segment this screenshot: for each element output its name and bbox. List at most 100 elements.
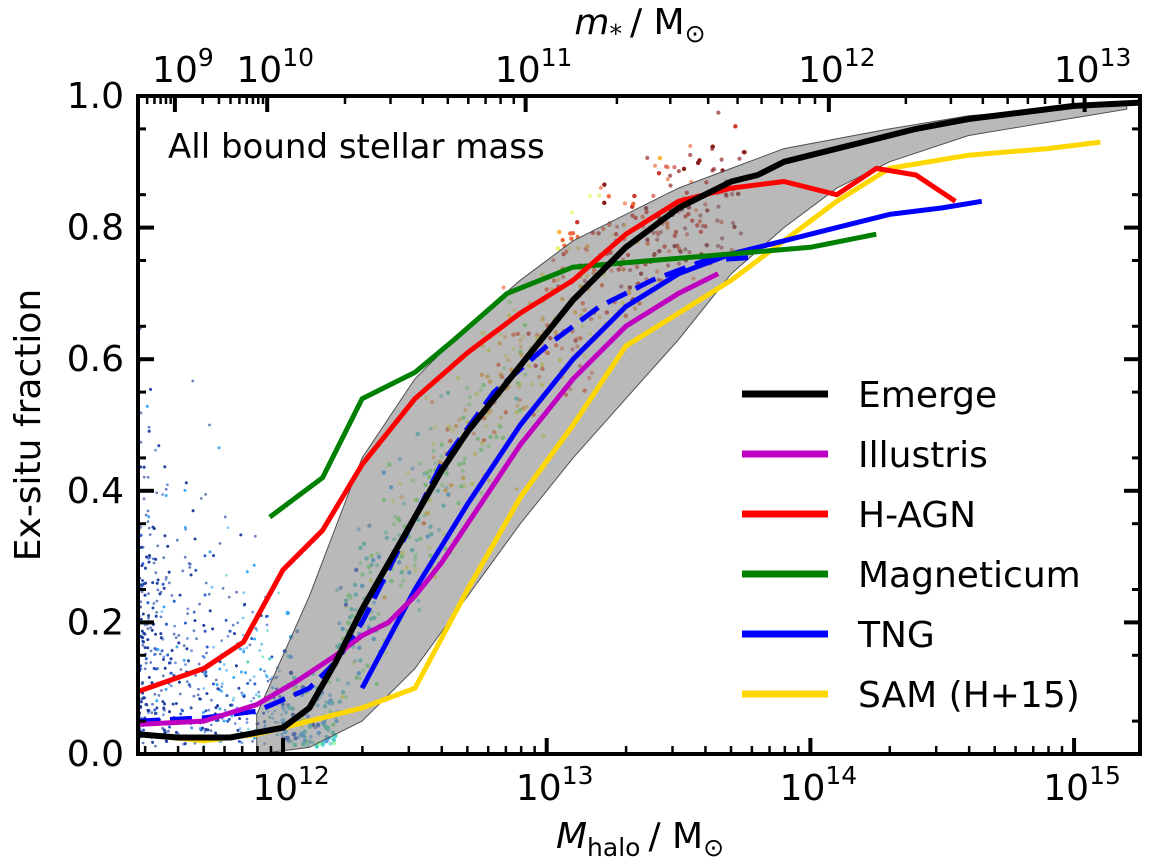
scatter-point: [245, 570, 249, 574]
scatter-point: [144, 566, 147, 570]
x-tick-label-exp: 13: [562, 761, 594, 790]
scatter-point: [154, 557, 158, 561]
scatter-point: [146, 627, 150, 631]
scatter-point: [252, 696, 256, 700]
scatter-point: [228, 629, 232, 633]
scatter-point: [263, 669, 266, 673]
scatter-point: [141, 741, 145, 745]
scatter-point: [253, 534, 257, 538]
scatter-point: [153, 708, 157, 712]
scatter-point: [155, 699, 159, 703]
scatter-point: [164, 688, 168, 691]
scatter-point: [169, 657, 173, 661]
scatter-point: [203, 730, 207, 734]
scatter-point: [331, 737, 336, 743]
scatter-point: [140, 590, 144, 594]
scatter-point: [221, 587, 225, 590]
scatter-point: [242, 650, 246, 654]
y-tick-label: 0.2: [67, 602, 124, 643]
scatter-point: [737, 156, 742, 161]
scatter-point: [227, 595, 231, 599]
scatter-point: [672, 165, 677, 170]
scatter-point: [146, 475, 150, 479]
scatter-point: [173, 624, 177, 628]
scatter-point: [266, 629, 269, 632]
scatter-point: [162, 655, 166, 659]
scatter-point: [622, 201, 628, 206]
top-tick-label: 1010: [236, 43, 314, 91]
scatter-point: [257, 695, 261, 698]
top-axis-label-unit: / M: [630, 2, 685, 43]
scatter-point: [139, 533, 143, 537]
scatter-point: [141, 636, 145, 640]
scatter-point: [142, 728, 145, 732]
scatter-point: [208, 609, 212, 613]
scatter-point: [245, 717, 249, 721]
scatter-point: [158, 652, 162, 656]
scatter-point: [184, 663, 187, 666]
scatter-point: [232, 696, 236, 700]
scatter-point: [161, 674, 165, 678]
scatter-point: [187, 683, 191, 687]
scatter-point: [238, 717, 242, 720]
scatter-point: [733, 124, 738, 129]
scatter-point: [154, 571, 158, 575]
scatter-point: [177, 634, 181, 637]
scatter-point: [555, 246, 561, 251]
scatter-point: [140, 682, 144, 686]
plot-frame: [136, 94, 1142, 756]
scatter-point: [142, 696, 146, 699]
scatter-point: [169, 684, 173, 688]
scatter-point: [209, 723, 213, 727]
scatter-point: [162, 713, 165, 717]
scatter-point: [220, 639, 224, 643]
scatter-point: [265, 623, 269, 627]
scatter-point: [183, 555, 187, 559]
scatter-point: [314, 744, 319, 749]
scatter-point: [149, 388, 153, 391]
scatter-point: [164, 494, 168, 497]
scatter-point: [631, 201, 636, 206]
scatter-point: [223, 515, 227, 519]
scatter-point: [645, 155, 650, 160]
scatter-point: [156, 544, 160, 548]
scatter-point: [163, 465, 167, 469]
scatter-point: [606, 194, 611, 199]
scatter-point: [152, 602, 156, 605]
scatter-point: [238, 727, 242, 730]
top-tick-label: 1011: [495, 43, 573, 91]
scatter-point: [158, 592, 162, 596]
scatter-point: [210, 585, 214, 589]
scatter-point: [146, 709, 150, 712]
scatter-point: [167, 570, 171, 574]
scatter-point: [147, 429, 151, 433]
scatter-point: [195, 637, 198, 641]
scatter-point: [155, 491, 159, 495]
scatter-point: [154, 712, 157, 715]
scatter-point: [139, 440, 143, 444]
scatter-point: [156, 578, 160, 582]
scatter-point: [248, 678, 252, 682]
x-tick-label: 1012: [252, 761, 330, 809]
scatter-point: [162, 706, 166, 710]
scatter-point: [250, 637, 254, 640]
scatter-point: [332, 741, 337, 746]
scatter-point: [183, 489, 187, 492]
scatter-point: [142, 475, 146, 479]
scatter-point: [252, 563, 256, 567]
scatter-point: [148, 533, 152, 536]
scatter-point: [140, 545, 143, 549]
scatter-point: [182, 644, 186, 648]
scatter-point: [193, 537, 197, 541]
scatter-point: [154, 614, 158, 618]
scatter-point: [165, 740, 169, 743]
scatter-point: [220, 685, 224, 688]
x-axis-label-unit: / M: [648, 816, 703, 857]
scatter-point: [255, 629, 259, 632]
scatter-point: [181, 569, 185, 573]
series-lines: [138, 99, 1140, 744]
scatter-point: [742, 150, 747, 155]
top-tick-label-base: 10: [236, 50, 282, 91]
scatter-point: [202, 656, 206, 659]
scatter-point: [149, 649, 153, 653]
